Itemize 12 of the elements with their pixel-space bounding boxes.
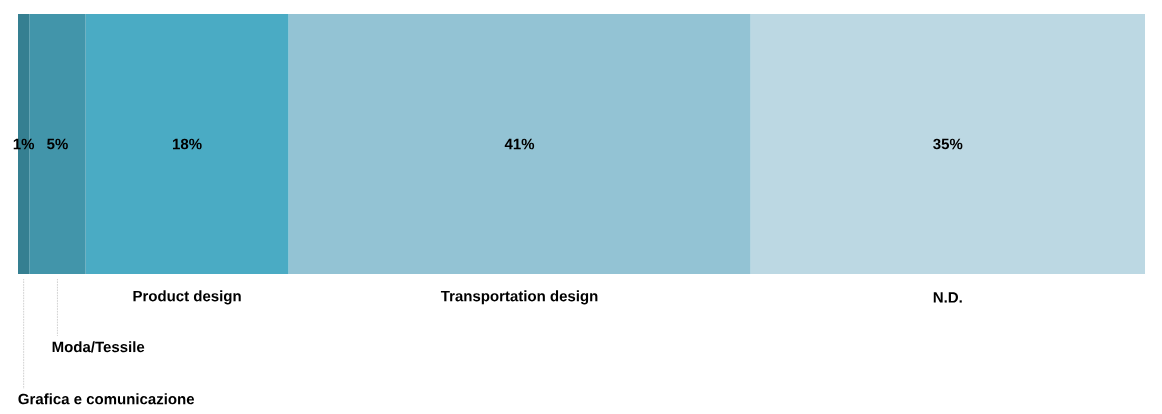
data-label: 41% (504, 138, 535, 150)
bar (85, 14, 289, 274)
bar (288, 14, 751, 274)
series-label: Product design (133, 290, 241, 305)
data-label: 5% (47, 138, 68, 150)
series-label: N.D. (933, 292, 962, 303)
text: Grafica e comunicazione (18, 393, 195, 405)
data-label: 35% (933, 138, 963, 150)
series-label: Transportation design (440, 290, 598, 305)
text: Moda/Tessile (52, 341, 145, 353)
data-label: 18% (172, 138, 202, 150)
bar (750, 14, 1146, 274)
